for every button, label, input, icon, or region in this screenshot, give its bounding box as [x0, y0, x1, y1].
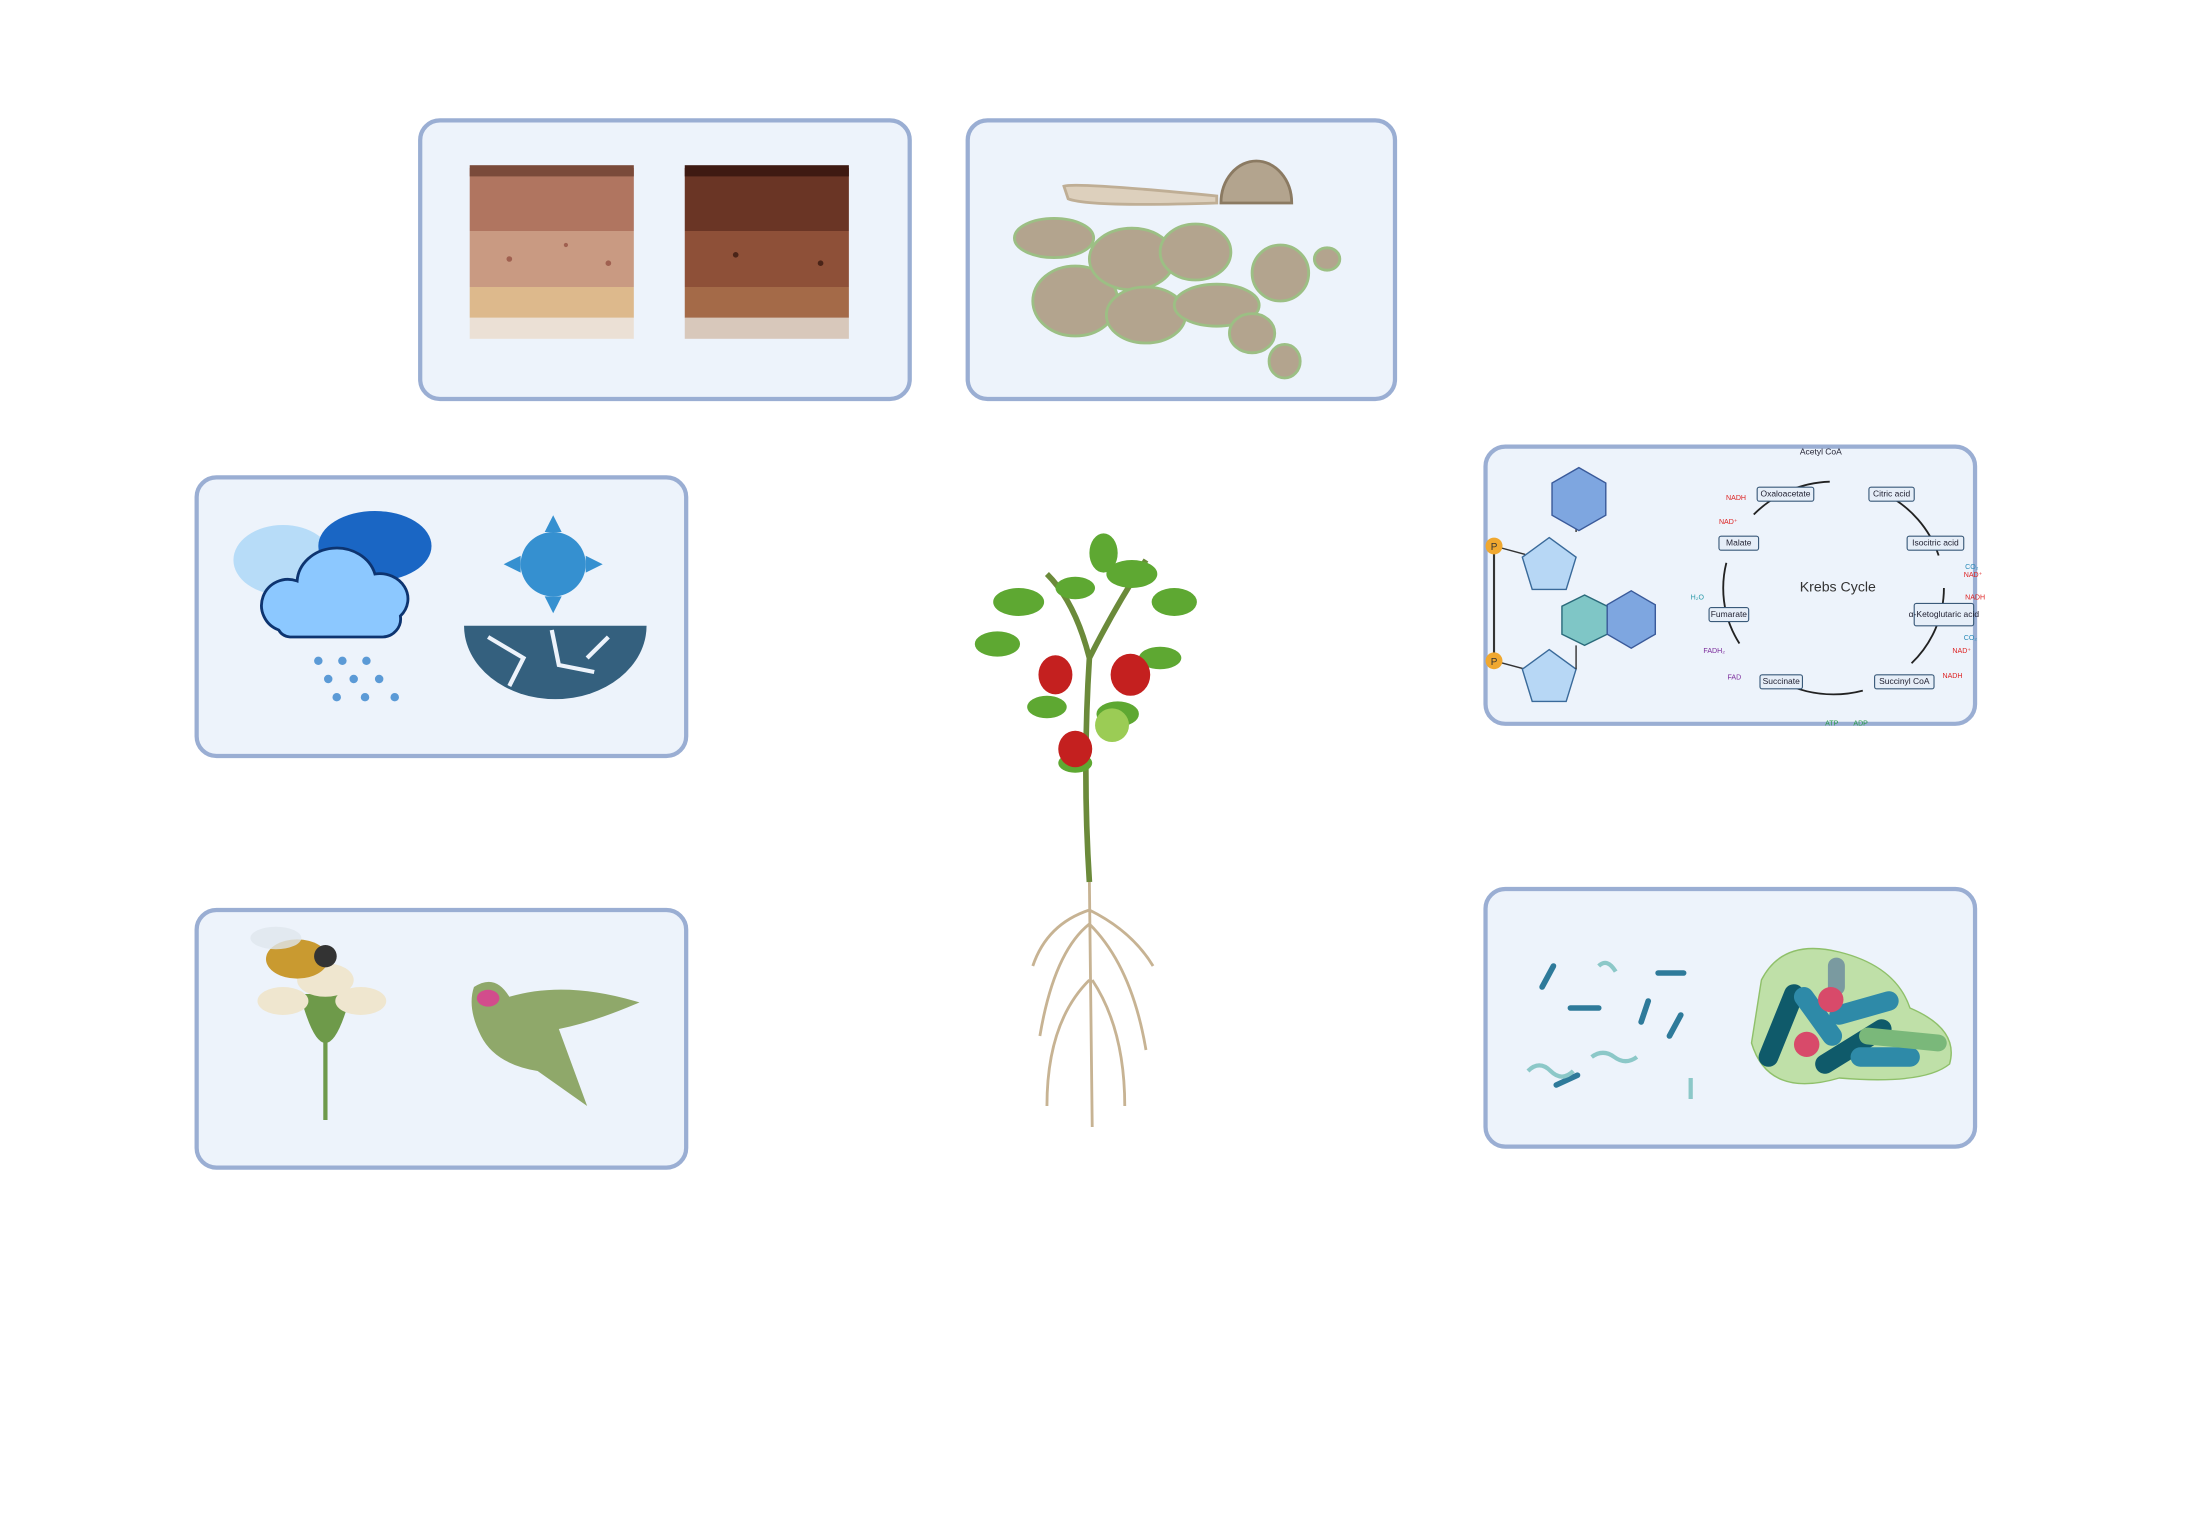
- intermediate-box: [1906, 535, 1965, 551]
- cofactor-label: ADP: [1853, 721, 1868, 728]
- soil-profile-light: [469, 165, 634, 339]
- cofactor-label: CO₂: [1965, 564, 1979, 571]
- intermediate-label: Succinate: [1763, 676, 1801, 686]
- intermediate-label: Malate: [1726, 537, 1752, 547]
- krebs-cycle: Krebs Cycle Acetyl CoA Oxaloacetate Citri…: [1691, 446, 1985, 727]
- panel-krebs: [1483, 444, 1978, 726]
- soil-profile-dark: [684, 165, 849, 339]
- intermediate-label: Citric acid: [1873, 488, 1911, 498]
- cofactor-label: H₂O: [1691, 595, 1705, 602]
- weather-icons: [233, 511, 647, 702]
- pollinators: [250, 926, 640, 1120]
- intermediate-label: Isocitric acid: [1912, 537, 1959, 547]
- cofactor-label: NADH: [1943, 673, 1963, 680]
- cofactor-label: NADH: [1965, 595, 1985, 602]
- krebs-input: Acetyl CoA: [1800, 446, 1842, 456]
- intermediate-box: [1759, 674, 1804, 690]
- molecule: P P: [1485, 466, 1657, 703]
- cofactor-label: NAD⁺: [1719, 519, 1738, 526]
- cofactor-label: CO₂: [1964, 635, 1978, 642]
- phosphate-label: P: [1491, 657, 1498, 668]
- cofactor-label: ATP: [1825, 721, 1839, 728]
- intermediate-box: [1868, 486, 1915, 502]
- intermediate-label: Fumarate: [1711, 609, 1748, 619]
- cofactor-label: FAD: [1727, 674, 1741, 681]
- intermediate-box: [1756, 486, 1815, 502]
- krebs-title: Krebs Cycle: [1800, 579, 1876, 595]
- intermediate-label: α-Ketoglutaric acid: [1909, 609, 1980, 619]
- phosphate-label: P: [1491, 542, 1498, 553]
- cofactor-label: NADH: [1726, 495, 1746, 502]
- intermediate-label: Oxaloacetate: [1760, 488, 1810, 498]
- intermediate-box: [1874, 674, 1935, 690]
- microbes: [1526, 947, 1952, 1099]
- cofactor-label: NAD⁺: [1952, 648, 1971, 655]
- cofactor-label: FADH₂: [1703, 648, 1725, 655]
- pepper-plant: [974, 533, 1197, 1128]
- intermediate-box: [1718, 535, 1760, 551]
- soil-aggregates: [1012, 159, 1342, 380]
- panel-microbes: [1483, 886, 1978, 1149]
- intermediate-box: [1913, 602, 1975, 627]
- intermediate-box: [1708, 607, 1750, 623]
- cofactor-label: NAD⁺: [1964, 572, 1983, 579]
- intermediate-label: Succinyl CoA: [1879, 676, 1930, 686]
